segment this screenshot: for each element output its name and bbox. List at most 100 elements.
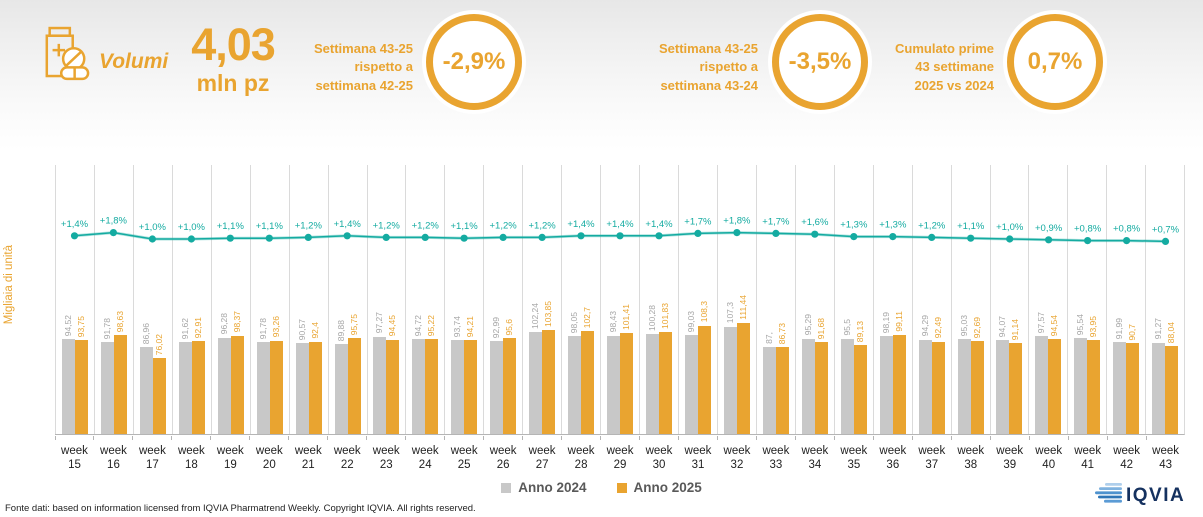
chart-column-week-41: 95,54 93,95 [1067, 165, 1106, 434]
bar-2024 [1035, 336, 1049, 434]
bar-label-2024: 91,62 [179, 318, 190, 340]
bar-2024 [529, 331, 543, 434]
bar-label-2025: 95,75 [348, 313, 359, 336]
bar-2024 [295, 343, 309, 434]
bar-label-2025: 94,21 [465, 315, 476, 337]
bar-label-2025: 99,11 [893, 311, 904, 332]
bar-label-2025: 101,41 [621, 303, 632, 330]
axis-tick [444, 436, 446, 440]
bar-label-2025: 92,4 [309, 322, 320, 339]
bar-label-2024: 107,3 [724, 302, 735, 324]
bar-2024 [646, 333, 660, 434]
total-unit: mln pz [196, 70, 270, 96]
x-axis-label-week-40: week 40 [1028, 436, 1068, 472]
legend-swatch-2024 [501, 482, 512, 493]
bar-2025 [659, 332, 673, 434]
bar-2025 [814, 342, 828, 434]
pharmacy-icon [45, 26, 90, 81]
bar-2024 [373, 336, 387, 434]
bar-2025 [970, 341, 984, 434]
kpi-3-value-circle: 0,7% [1007, 14, 1103, 110]
bar-2025 [269, 340, 283, 434]
axis-tick [288, 436, 290, 440]
axis-tick [483, 436, 485, 440]
x-axis-label-week-26: week 26 [483, 436, 523, 472]
chart-column-week-19: 96,28 98,37 [210, 165, 250, 434]
bar-label-2024: 99,03 [685, 310, 696, 332]
axis-tick [755, 436, 757, 440]
bar-label-2024: 100,28 [647, 304, 658, 331]
bar-label-2025: 93,75 [75, 315, 86, 338]
bar-chart-plot: 94,52 93,75 91,78 98,63 86,96 76,02 91,62 92,91… [55, 165, 1185, 435]
axis-tick [678, 436, 679, 440]
x-axis-label-week-36: week 36 [872, 436, 912, 472]
chart-column-week-40: 97,57 94,54 [1028, 165, 1067, 434]
axis-tick [1067, 436, 1069, 440]
bar-2024 [334, 344, 348, 434]
bar-label-2024: 91,78 [257, 317, 268, 340]
bar-label-2025: 88,04 [1166, 321, 1177, 343]
x-axis-label-week-30: week 30 [639, 436, 679, 472]
legend-item-2024: Anno 2024 [501, 480, 587, 495]
bar-label-2024: 94,72 [413, 315, 424, 337]
kpi-2-value: -3,5% [788, 48, 852, 75]
bar-label-2025: 92,49 [932, 317, 943, 339]
chart-column-week-35: 95,5 89,13 [833, 165, 873, 434]
bar-2025 [697, 325, 711, 434]
chart-column-week-36: 98,19 99,11 [872, 165, 912, 434]
axis-tick [1145, 436, 1147, 440]
axis-tick [872, 436, 874, 440]
bar-label-2024: 95,5 [841, 318, 852, 336]
bar-label-2024: 86,96 [140, 322, 151, 345]
chart-column-week-31: 99,03 108,3 [678, 165, 717, 434]
bar-2024 [801, 338, 815, 434]
bar-2024 [607, 335, 621, 434]
bar-label-2024: 94,52 [62, 315, 73, 337]
bar-label-2024: 90,57 [296, 319, 307, 341]
bar-label-2024: 92,99 [491, 316, 502, 339]
x-axis-label-week-15: week 15 [54, 436, 94, 472]
bar-label-2024: 93,74 [452, 315, 463, 338]
bar-label-2025: 98,37 [231, 311, 242, 333]
bar-2024 [762, 347, 776, 434]
x-axis-label-week-17: week 17 [132, 436, 172, 472]
bar-2025 [113, 335, 127, 434]
bar-label-2025: 93,26 [270, 316, 281, 338]
bar-2025 [775, 347, 789, 434]
bar-2025 [620, 332, 634, 434]
axis-tick [405, 436, 407, 440]
bar-2024 [996, 339, 1010, 434]
bar-label-2025: 91,68 [815, 318, 826, 340]
bar-2024 [1074, 338, 1088, 434]
bar-label-2025: 93,95 [1088, 315, 1099, 338]
chart-column-week-34: 95,29 91,68 [794, 165, 834, 434]
bar-2025 [1165, 345, 1179, 434]
axis-tick [911, 436, 913, 440]
axis-tick [54, 436, 56, 440]
bar-2024 [918, 339, 932, 434]
bar-2025 [853, 344, 867, 434]
bar-label-2024: 89,88 [335, 319, 346, 342]
bar-2025 [1009, 342, 1023, 434]
x-axis-label-week-41: week 41 [1067, 436, 1107, 472]
bar-label-2025: 94,45 [387, 315, 398, 337]
x-axis-label-week-16: week 16 [93, 436, 133, 472]
axis-tick [210, 436, 212, 440]
chart-column-week-28: 98,05 102,7 [561, 165, 600, 434]
x-axis-label-week-24: week 24 [405, 436, 445, 472]
chart-column-week-20: 91,78 93,26 [249, 165, 289, 434]
chart-legend: Anno 2024 Anno 2025 [0, 480, 1203, 495]
bar-2025 [931, 341, 945, 434]
bar-label-2024: 97,57 [1036, 312, 1047, 334]
axis-tick [716, 436, 718, 440]
bar-2024 [723, 326, 737, 434]
kpi-2-label: Settimana 43-25 rispetto a settimana 43-… [659, 41, 758, 93]
bar-2024 [256, 342, 270, 434]
chart-column-week-24: 94,72 95,22 [405, 165, 444, 434]
bar-label-2025: 103,85 [543, 301, 554, 328]
bar-label-2025: 98,63 [114, 311, 125, 333]
chart-column-week-26: 92,99 95,6 [483, 165, 522, 434]
axis-tick [600, 436, 602, 440]
axis-tick [794, 436, 796, 440]
